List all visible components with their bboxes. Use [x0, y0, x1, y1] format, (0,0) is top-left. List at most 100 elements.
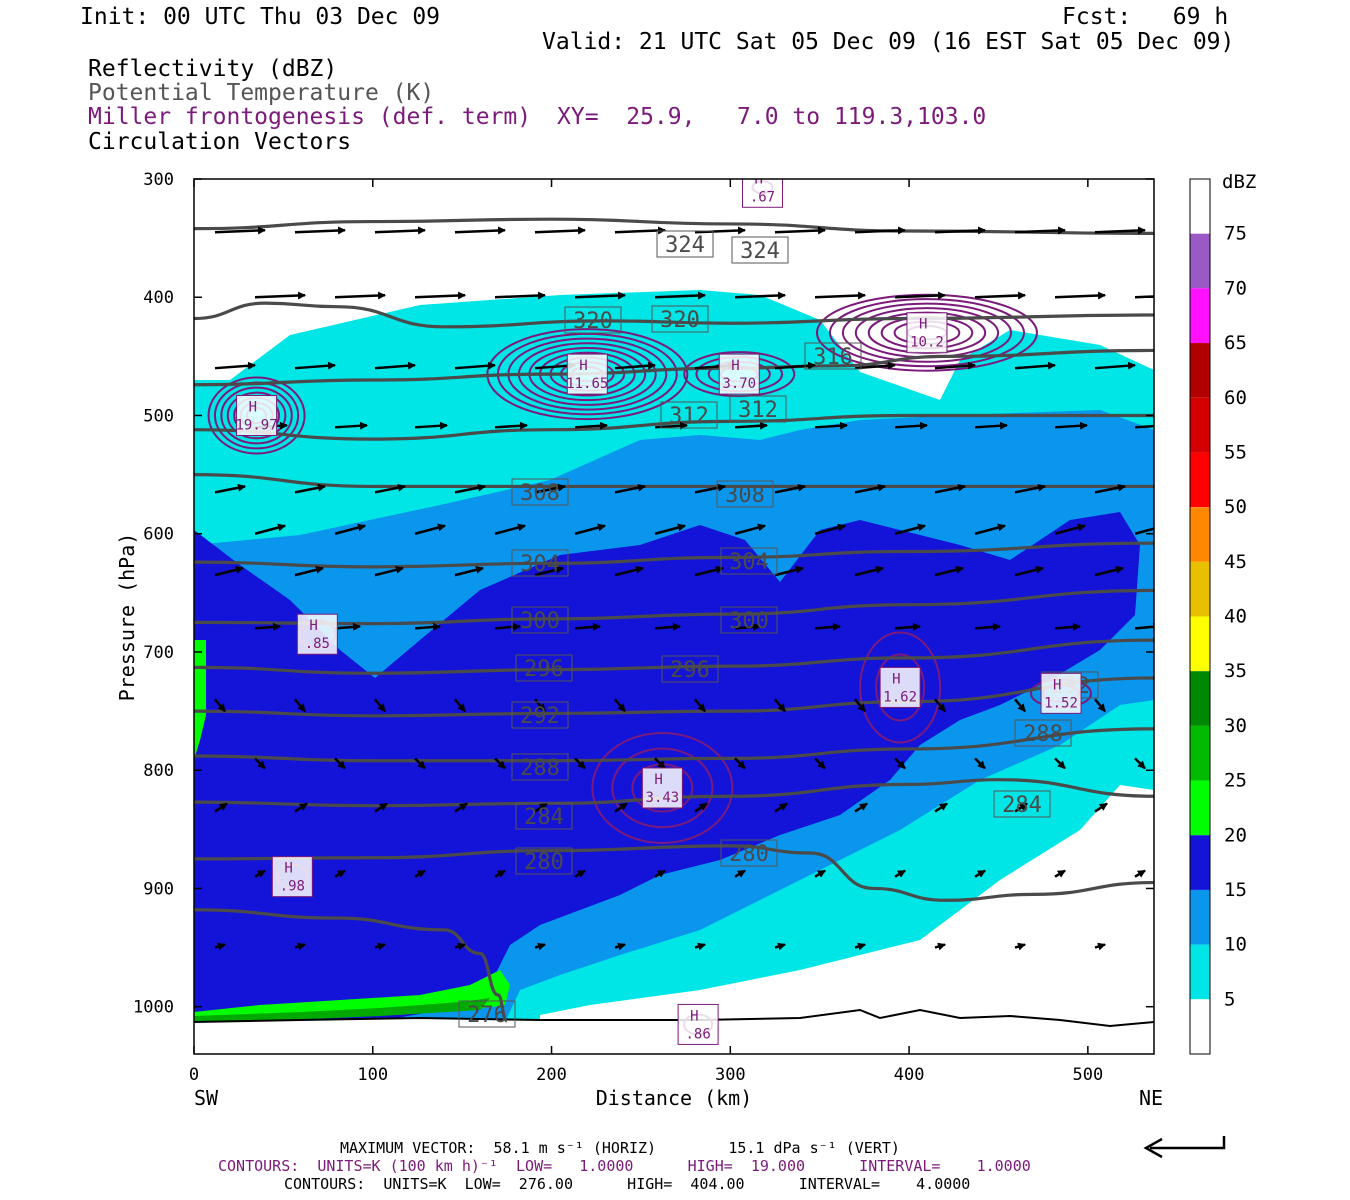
circulation-vector	[734, 523, 766, 535]
colorbar-label: 15	[1224, 879, 1247, 901]
colorbar-swatch	[1190, 452, 1210, 508]
theta-line	[194, 413, 1154, 441]
circulation-vector	[694, 226, 746, 235]
frontogenesis-max-box	[718, 353, 760, 395]
circulation-vector	[414, 421, 448, 430]
circulation-vector	[374, 226, 426, 235]
circulation-vector	[214, 802, 228, 813]
circulation-vector	[254, 622, 281, 631]
circulation-vector	[734, 421, 768, 430]
circulation-vector	[334, 291, 386, 300]
circulation-vector	[894, 421, 928, 430]
circulation-vector	[814, 421, 848, 430]
colorbar-swatch	[1190, 397, 1210, 453]
circulation-vector	[574, 421, 608, 430]
circulation-vector	[294, 483, 326, 494]
colorbar-swatch	[1190, 343, 1210, 398]
theta-label-box	[511, 478, 569, 506]
frontogenesis-contour	[611, 747, 714, 829]
circulation-vector	[894, 622, 921, 631]
theta-label: 304	[729, 550, 769, 575]
y-tick-label: 300	[143, 170, 174, 190]
circulation-vector	[1054, 523, 1086, 535]
circulation-vector	[654, 291, 706, 300]
circulation-vector	[534, 942, 546, 951]
circulation-vector	[1094, 802, 1108, 813]
frontogenesis-contour	[226, 391, 287, 440]
circulation-vector	[854, 483, 886, 494]
circulation-vector	[214, 565, 244, 577]
circulation-vector	[534, 802, 548, 813]
circulation-vector	[614, 483, 646, 494]
frontogenesis-contour	[875, 653, 926, 722]
circulation-vector	[374, 942, 386, 951]
circulation-vector	[294, 698, 306, 713]
theta-label: 324	[740, 239, 780, 264]
circulation-vector	[334, 523, 366, 535]
circulation-vector	[814, 869, 826, 878]
circulation-vector	[254, 869, 266, 878]
x-tick-label: 500	[1072, 1065, 1103, 1085]
x-tick-label: 400	[894, 1065, 925, 1085]
theta-label-box	[661, 655, 719, 683]
frontogenesis-max-box	[236, 394, 278, 436]
frontogenesis-contour-note: CONTOURS: UNITS=K (100 km h)⁻¹ LOW= 1.00…	[218, 1157, 1031, 1175]
theta-label-box	[515, 654, 573, 682]
circulation-vector	[1134, 622, 1154, 631]
frontogenesis-contour	[828, 298, 1026, 368]
circulation-vector	[694, 802, 708, 813]
plot-frame	[193, 178, 1155, 1055]
circulation-vector	[1094, 483, 1126, 494]
circulation-vector	[414, 291, 466, 300]
circulation-vector	[934, 698, 946, 713]
circulation-vector	[614, 698, 626, 713]
frontogenesis-max-value: 19.97	[235, 417, 277, 433]
circulation-vector	[334, 869, 346, 878]
theta-label-box	[731, 236, 789, 264]
circulation-vector	[494, 523, 526, 535]
theta-label-box	[656, 230, 714, 258]
circulation-vector	[214, 226, 266, 235]
colorbar-label: 75	[1224, 223, 1247, 245]
circulation-vector	[374, 698, 386, 713]
y-tick-label: 900	[143, 879, 174, 899]
circulation-vector	[614, 565, 644, 577]
circulation-vector	[294, 226, 346, 235]
theta-label: 312	[738, 398, 778, 423]
circulation-vector	[814, 622, 841, 631]
circulation-vector	[294, 802, 308, 813]
frontogenesis-max-box	[271, 856, 313, 898]
circulation-vector	[1054, 757, 1066, 770]
frontogenesis-contour	[220, 386, 293, 445]
frontogenesis-max-h: H	[754, 171, 762, 187]
y-tick-label: 500	[143, 406, 174, 426]
circulation-vector	[334, 421, 368, 430]
circulation-vector	[814, 291, 866, 300]
frontogenesis-max-h: H	[892, 671, 900, 687]
circulation-vector	[774, 698, 786, 713]
circulation-vector	[574, 757, 586, 770]
theta-label-box	[511, 701, 569, 729]
circulation-vector	[494, 291, 546, 300]
circulation-vector	[254, 291, 306, 300]
circulation-vector	[454, 565, 484, 577]
theta-label: 308	[725, 483, 765, 508]
theta-label: 280	[524, 850, 564, 875]
frontogenesis-max-h: H	[731, 358, 739, 374]
theta-label: 296	[524, 657, 564, 682]
theta-label: 292	[520, 704, 560, 729]
frontogenesis-max-value: 3.70	[722, 376, 756, 392]
theta-label-box	[993, 790, 1051, 818]
reflectivity-green-20dbz	[194, 640, 206, 760]
theta-label-box	[511, 753, 569, 781]
y-tick-label: 600	[143, 525, 174, 545]
theta-label-box	[720, 839, 778, 867]
maximum-vector-note: MAXIMUM VECTOR: 58.1 m s⁻¹ (HORIZ) 15.1 …	[340, 1139, 900, 1157]
circulation-vector	[934, 483, 966, 494]
cross-section-xy: XY= 25.9, 7.0 to 119.3,103.0	[557, 104, 987, 130]
theta-label-box	[564, 306, 622, 334]
circulation-vector	[454, 942, 466, 951]
colorbar-frame	[1189, 178, 1211, 1055]
circulation-vector	[1014, 226, 1066, 235]
circulation-vector	[1134, 869, 1146, 878]
